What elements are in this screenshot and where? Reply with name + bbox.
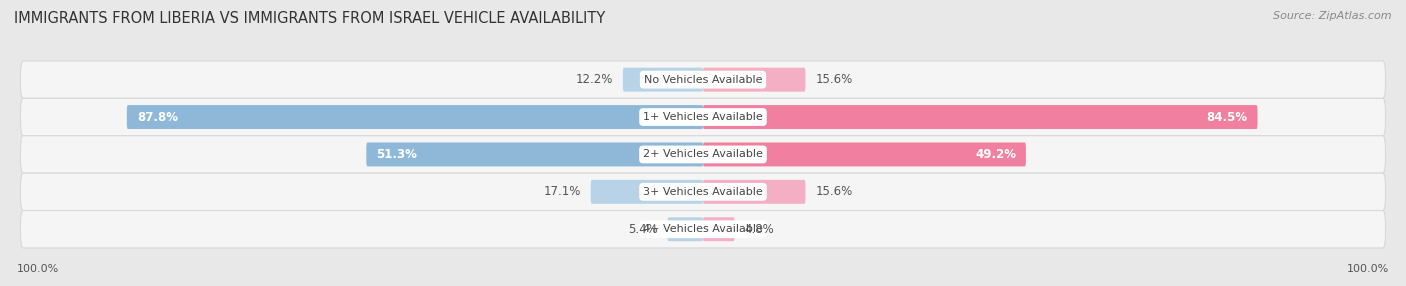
Text: 87.8%: 87.8%: [136, 111, 177, 124]
Text: 17.1%: 17.1%: [544, 185, 581, 198]
Text: 51.3%: 51.3%: [377, 148, 418, 161]
FancyBboxPatch shape: [668, 217, 703, 241]
Text: 4+ Vehicles Available: 4+ Vehicles Available: [643, 224, 763, 234]
FancyBboxPatch shape: [703, 217, 734, 241]
FancyBboxPatch shape: [703, 105, 1257, 129]
FancyBboxPatch shape: [591, 180, 703, 204]
Text: 1+ Vehicles Available: 1+ Vehicles Available: [643, 112, 763, 122]
FancyBboxPatch shape: [127, 105, 703, 129]
FancyBboxPatch shape: [21, 173, 1385, 210]
FancyBboxPatch shape: [21, 210, 1385, 248]
FancyBboxPatch shape: [703, 180, 806, 204]
Text: 15.6%: 15.6%: [815, 185, 852, 198]
Text: 15.6%: 15.6%: [815, 73, 852, 86]
FancyBboxPatch shape: [623, 68, 703, 92]
Text: 84.5%: 84.5%: [1206, 111, 1247, 124]
FancyBboxPatch shape: [367, 142, 703, 166]
FancyBboxPatch shape: [703, 68, 806, 92]
FancyBboxPatch shape: [21, 61, 1385, 98]
Legend: Immigrants from Liberia, Immigrants from Israel: Immigrants from Liberia, Immigrants from…: [547, 282, 859, 286]
Text: IMMIGRANTS FROM LIBERIA VS IMMIGRANTS FROM ISRAEL VEHICLE AVAILABILITY: IMMIGRANTS FROM LIBERIA VS IMMIGRANTS FR…: [14, 11, 606, 26]
Text: Source: ZipAtlas.com: Source: ZipAtlas.com: [1274, 11, 1392, 21]
Text: 3+ Vehicles Available: 3+ Vehicles Available: [643, 187, 763, 197]
FancyBboxPatch shape: [21, 98, 1385, 136]
Text: 2+ Vehicles Available: 2+ Vehicles Available: [643, 150, 763, 159]
Text: 12.2%: 12.2%: [575, 73, 613, 86]
Text: 100.0%: 100.0%: [1347, 264, 1389, 274]
Text: 4.8%: 4.8%: [744, 223, 775, 236]
Text: 5.4%: 5.4%: [628, 223, 658, 236]
Text: No Vehicles Available: No Vehicles Available: [644, 75, 762, 85]
FancyBboxPatch shape: [21, 136, 1385, 173]
Text: 100.0%: 100.0%: [17, 264, 59, 274]
Text: 49.2%: 49.2%: [974, 148, 1017, 161]
FancyBboxPatch shape: [703, 142, 1026, 166]
